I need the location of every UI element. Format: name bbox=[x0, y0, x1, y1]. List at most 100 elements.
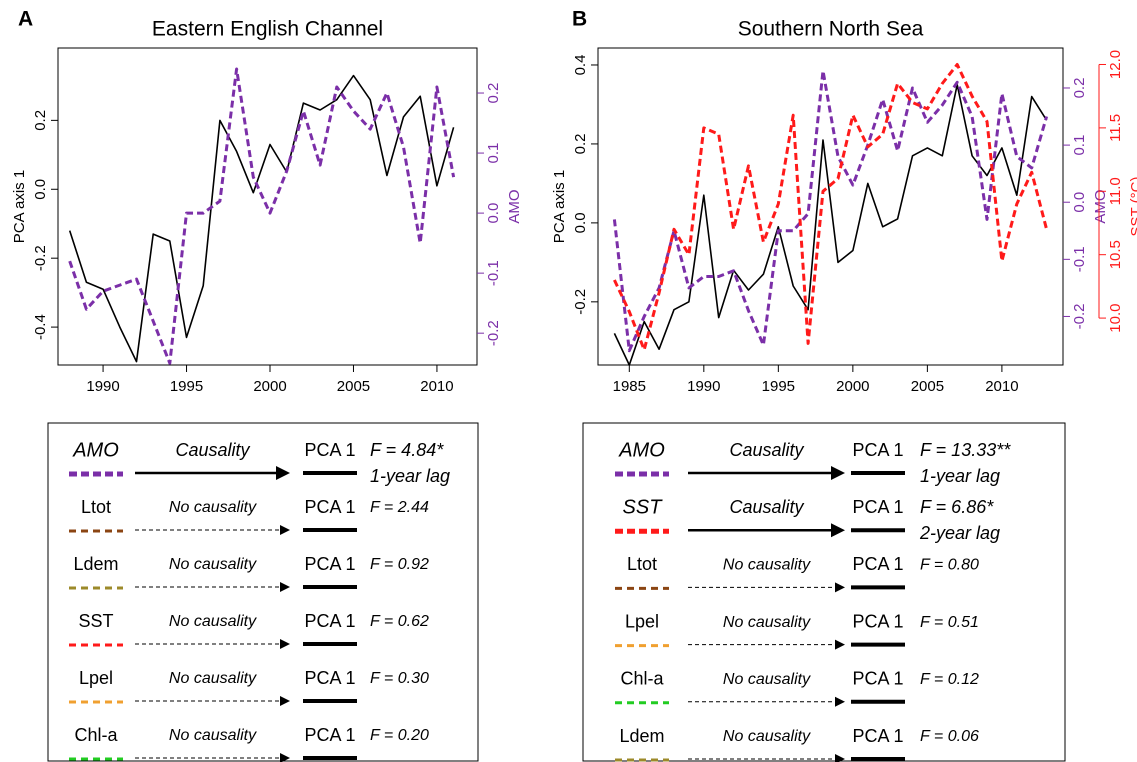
chart-title: Southern North Sea bbox=[738, 18, 924, 41]
plot-frame bbox=[57, 47, 478, 366]
series-line bbox=[68, 67, 456, 365]
y-axis-label: PCA axis 1 bbox=[11, 170, 28, 243]
y-tick-label: 11.5 bbox=[1107, 114, 1124, 142]
series-line bbox=[613, 63, 1049, 352]
y-tick-label: 0.2 bbox=[1071, 78, 1088, 99]
y-tick-label: 10.5 bbox=[1107, 240, 1124, 269]
y-tick-label: 0.0 bbox=[32, 179, 49, 200]
y-axis-label: AMO bbox=[1092, 189, 1109, 223]
target: PCA 1 bbox=[852, 440, 903, 460]
variable-name: SST bbox=[78, 611, 113, 631]
arrow-head bbox=[280, 639, 290, 649]
y-axis-label: AMO bbox=[506, 189, 523, 223]
variable-name: SST bbox=[623, 496, 664, 518]
relation: Causality bbox=[729, 497, 804, 517]
y-tick-label: -0.2 bbox=[572, 289, 589, 315]
arrow-head bbox=[280, 525, 290, 535]
variable-name: AMO bbox=[72, 439, 119, 461]
target: PCA 1 bbox=[852, 669, 903, 689]
y-tick-label: 10.0 bbox=[1107, 303, 1124, 332]
y-tick-label: 11.0 bbox=[1107, 177, 1124, 205]
y-tick-label: 0.0 bbox=[485, 203, 502, 224]
relation: No causality bbox=[169, 556, 257, 573]
relation: No causality bbox=[723, 557, 811, 574]
statistic: F = 2.44 bbox=[370, 499, 429, 516]
target: PCA 1 bbox=[304, 668, 355, 688]
x-tick-label: 2000 bbox=[836, 378, 869, 395]
variable-name: Ltot bbox=[81, 497, 111, 517]
y-tick-label: -0.4 bbox=[32, 314, 49, 340]
lag: 1-year lag bbox=[920, 466, 1000, 486]
chart-title: Eastern English Channel bbox=[152, 18, 383, 41]
statistic: F = 13.33** bbox=[920, 440, 1011, 460]
y-tick-label: 12.0 bbox=[1107, 50, 1124, 79]
x-tick-label: 2005 bbox=[337, 378, 370, 395]
y-tick-label: 0.1 bbox=[485, 143, 502, 164]
target: PCA 1 bbox=[304, 440, 355, 460]
relation: No causality bbox=[169, 670, 257, 687]
y-tick-label: 0.0 bbox=[572, 212, 589, 233]
y-tick-label: -0.2 bbox=[485, 320, 502, 346]
statistic: F = 6.86* bbox=[920, 497, 994, 517]
statistic: F = 0.80 bbox=[920, 557, 979, 574]
arrow-head bbox=[835, 639, 845, 650]
relation: No causality bbox=[169, 613, 257, 630]
relation: No causality bbox=[169, 727, 257, 744]
y-tick-label: 0.2 bbox=[485, 83, 502, 104]
x-tick-label: 1995 bbox=[170, 378, 203, 395]
target: PCA 1 bbox=[304, 611, 355, 631]
x-tick-label: 2000 bbox=[253, 378, 286, 395]
y-tick-label: -0.1 bbox=[485, 260, 502, 286]
statistic: F = 0.30 bbox=[370, 670, 429, 687]
x-tick-label: 1985 bbox=[613, 378, 646, 395]
statistic: F = 4.84* bbox=[370, 440, 444, 460]
arrow-head bbox=[835, 754, 845, 762]
x-tick-label: 2005 bbox=[911, 378, 944, 395]
y-tick-label: -0.1 bbox=[1071, 246, 1088, 272]
variable-name: Ltot bbox=[627, 554, 657, 574]
plot-frame bbox=[597, 47, 1064, 366]
arrow-head bbox=[280, 696, 290, 706]
x-tick-label: 1990 bbox=[86, 378, 119, 395]
panel-label: B bbox=[572, 8, 587, 31]
lag: 1-year lag bbox=[370, 466, 450, 486]
arrow-head bbox=[831, 523, 845, 538]
y-tick-label: -0.2 bbox=[32, 245, 49, 271]
variable-name: Ldem bbox=[619, 726, 664, 746]
statistic: F = 0.20 bbox=[370, 727, 429, 744]
y-axis-label: PCA axis 1 bbox=[551, 170, 568, 243]
relation: No causality bbox=[169, 499, 257, 516]
target: PCA 1 bbox=[852, 726, 903, 746]
relation: No causality bbox=[723, 728, 811, 745]
x-tick-label: 2010 bbox=[420, 378, 453, 395]
statistic: F = 0.92 bbox=[370, 556, 429, 573]
panel-label: A bbox=[18, 8, 33, 31]
arrow-head bbox=[280, 582, 290, 592]
series-line bbox=[68, 74, 455, 363]
target: PCA 1 bbox=[304, 497, 355, 517]
target: PCA 1 bbox=[852, 611, 903, 631]
variable-name: Chl-a bbox=[74, 725, 118, 745]
relation: Causality bbox=[729, 440, 804, 460]
x-tick-label: 2010 bbox=[985, 378, 1018, 395]
y-tick-label: 0.0 bbox=[1071, 192, 1088, 213]
relation: Causality bbox=[175, 440, 250, 460]
relation: No causality bbox=[723, 614, 811, 631]
arrow-head bbox=[835, 696, 845, 707]
target: PCA 1 bbox=[852, 554, 903, 574]
variable-name: Chl-a bbox=[620, 669, 664, 689]
variable-name: Ldem bbox=[73, 554, 118, 574]
y-tick-label: 0.2 bbox=[32, 110, 49, 131]
series-line bbox=[613, 83, 1048, 366]
relation: No causality bbox=[723, 671, 811, 688]
causality-box bbox=[582, 422, 1066, 762]
statistic: F = 0.51 bbox=[920, 614, 979, 631]
target: PCA 1 bbox=[304, 725, 355, 745]
y-tick-label: -0.2 bbox=[1071, 304, 1088, 330]
causality-box bbox=[47, 422, 479, 762]
x-tick-label: 1995 bbox=[762, 378, 795, 395]
variable-name: Lpel bbox=[625, 611, 659, 631]
arrow-head bbox=[835, 582, 845, 593]
y-tick-label: 0.1 bbox=[1071, 135, 1088, 156]
